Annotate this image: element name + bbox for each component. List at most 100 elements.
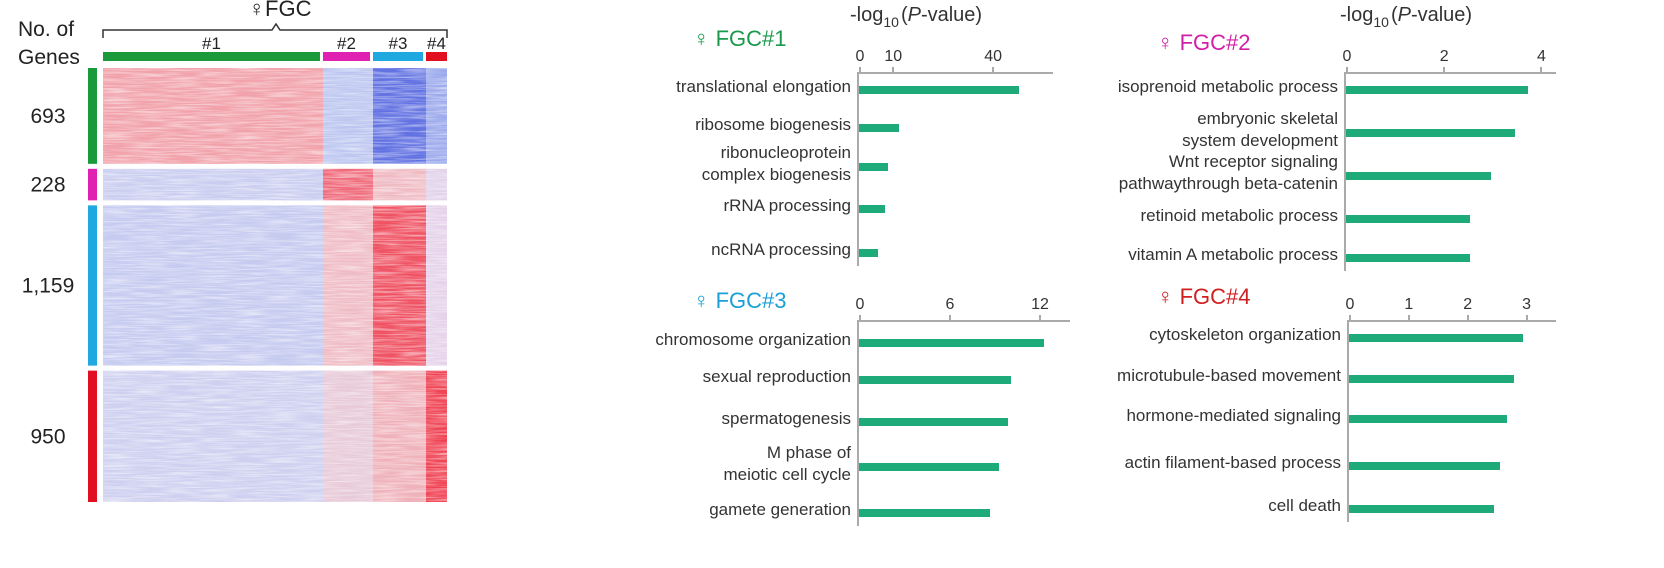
x-axis-title-part: -value)	[920, 4, 983, 26]
category-label: M phase of meiotic cell cycle	[723, 442, 851, 484]
heatmap-title: ♀FGC	[249, 0, 312, 21]
row-group-count: 693	[30, 105, 65, 128]
bar	[1349, 375, 1515, 383]
bar	[1346, 215, 1471, 223]
x-axis-title: -log10 (P-value)	[1340, 4, 1472, 30]
x-tick-mark	[1466, 315, 1469, 320]
category-label: ncRNA processing	[711, 239, 851, 259]
x-axis-title-part: P	[907, 4, 921, 26]
x-axis-title-part: 10	[883, 14, 899, 30]
y-axis-title: No. of Genes	[18, 18, 80, 70]
x-axis-title-part: -log	[1340, 4, 1374, 26]
x-tick-mark	[1039, 315, 1041, 320]
x-tick-label: 0	[855, 296, 865, 313]
x-tick-label: 40	[984, 48, 1002, 65]
x-tick-label: 4	[1536, 48, 1546, 65]
row-group-bar	[88, 168, 97, 201]
category-label: embryonic skeletal system development	[1182, 108, 1338, 150]
bar	[1346, 254, 1471, 262]
row-group-count: 1,159	[22, 274, 75, 297]
category-label: gamete generation	[709, 499, 851, 519]
bar	[859, 249, 878, 257]
x-axis-title-part: -log	[850, 4, 884, 26]
bar	[1349, 505, 1495, 513]
column-group-bar	[426, 52, 447, 61]
category-label: sexual reproduction	[702, 366, 851, 386]
x-tick-mark	[1349, 315, 1351, 320]
column-bracket	[102, 22, 448, 38]
x-tick-mark	[1443, 67, 1446, 72]
category-label: isoprenoid metabolic process	[1117, 76, 1338, 96]
bar	[1346, 129, 1516, 137]
x-axis-title: -log10 (P-value)	[850, 4, 982, 30]
x-tick-label: 0	[1345, 296, 1355, 313]
x-tick-label: 1	[1404, 296, 1414, 313]
x-axis-title-part: 10	[1373, 14, 1389, 30]
column-group-bar	[323, 52, 370, 61]
row-group-count: 228	[30, 174, 65, 197]
bar	[1349, 462, 1501, 470]
x-tick-label: 6	[945, 296, 955, 313]
heatmap-panel: ♀FGC #1 #2 #3 #4 693 228 1,159 950	[22, 0, 448, 502]
chart-title: ♀ FGC#2	[1157, 30, 1251, 55]
bar	[859, 509, 990, 517]
bar	[859, 463, 999, 471]
column-group-label: #4	[427, 34, 446, 53]
row-group-bar	[88, 205, 97, 366]
x-axis-line	[1344, 72, 1556, 74]
row-group-bar	[88, 370, 97, 502]
x-tick-label: 0	[855, 48, 865, 65]
category-label: Wnt receptor signaling pathwaythrough be…	[1118, 151, 1338, 193]
x-axis-title-part: P	[1397, 4, 1411, 26]
x-tick-mark	[1407, 315, 1410, 320]
category-label: spermatogenesis	[721, 408, 851, 428]
x-tick-label: 3	[1522, 296, 1532, 313]
column-group-label: #1	[202, 34, 221, 53]
y-axis-line	[857, 72, 859, 266]
bar	[859, 86, 1019, 94]
chart-title: ♀ FGC#3	[693, 288, 787, 313]
category-label: microtubule-based movement	[1117, 365, 1341, 385]
bar	[1349, 415, 1508, 423]
x-tick-mark	[859, 315, 861, 320]
heatmap-speckle	[103, 68, 447, 502]
category-label: rRNA processing	[723, 195, 851, 215]
y-axis-line	[1344, 72, 1346, 271]
column-group-label: #2	[337, 34, 356, 53]
bar	[1349, 334, 1523, 342]
y-axis-line	[1347, 320, 1349, 522]
bar	[859, 205, 885, 213]
x-tick-label: 12	[1031, 296, 1049, 313]
bar	[859, 339, 1044, 347]
bar	[859, 124, 899, 132]
x-tick-label: 2	[1463, 296, 1473, 313]
x-axis-line	[1347, 320, 1556, 322]
category-label: ribosome biogenesis	[695, 114, 851, 134]
bar	[859, 376, 1011, 384]
category-label: retinoid metabolic process	[1140, 205, 1338, 225]
x-tick-label: 0	[1342, 48, 1352, 65]
row-group-bar	[88, 68, 97, 164]
chart-title: ♀ FGC#1	[693, 26, 787, 51]
bar	[859, 163, 888, 171]
x-axis-line	[857, 72, 1053, 74]
column-group-bar	[373, 52, 423, 61]
x-tick-mark	[992, 67, 995, 72]
category-label: chromosome organization	[655, 329, 851, 349]
bar	[859, 418, 1008, 426]
category-label: cytoskeleton organization	[1149, 324, 1341, 344]
bar	[1346, 172, 1491, 180]
bar	[1346, 86, 1529, 94]
category-label: vitamin A metabolic process	[1128, 244, 1338, 264]
chart-title: ♀ FGC#4	[1157, 284, 1251, 309]
x-tick-mark	[1540, 67, 1543, 72]
category-label: ribonucleoprotein complex biogenesis	[701, 142, 851, 184]
x-tick-mark	[1525, 315, 1528, 320]
x-axis-line	[857, 320, 1070, 322]
x-axis-title-part: (	[1390, 4, 1398, 26]
x-axis-title-part: -value)	[1410, 4, 1473, 26]
column-group-label: #3	[389, 34, 408, 53]
x-tick-mark	[1346, 67, 1348, 72]
category-label: hormone-mediated signaling	[1126, 405, 1341, 425]
x-tick-mark	[892, 67, 895, 72]
